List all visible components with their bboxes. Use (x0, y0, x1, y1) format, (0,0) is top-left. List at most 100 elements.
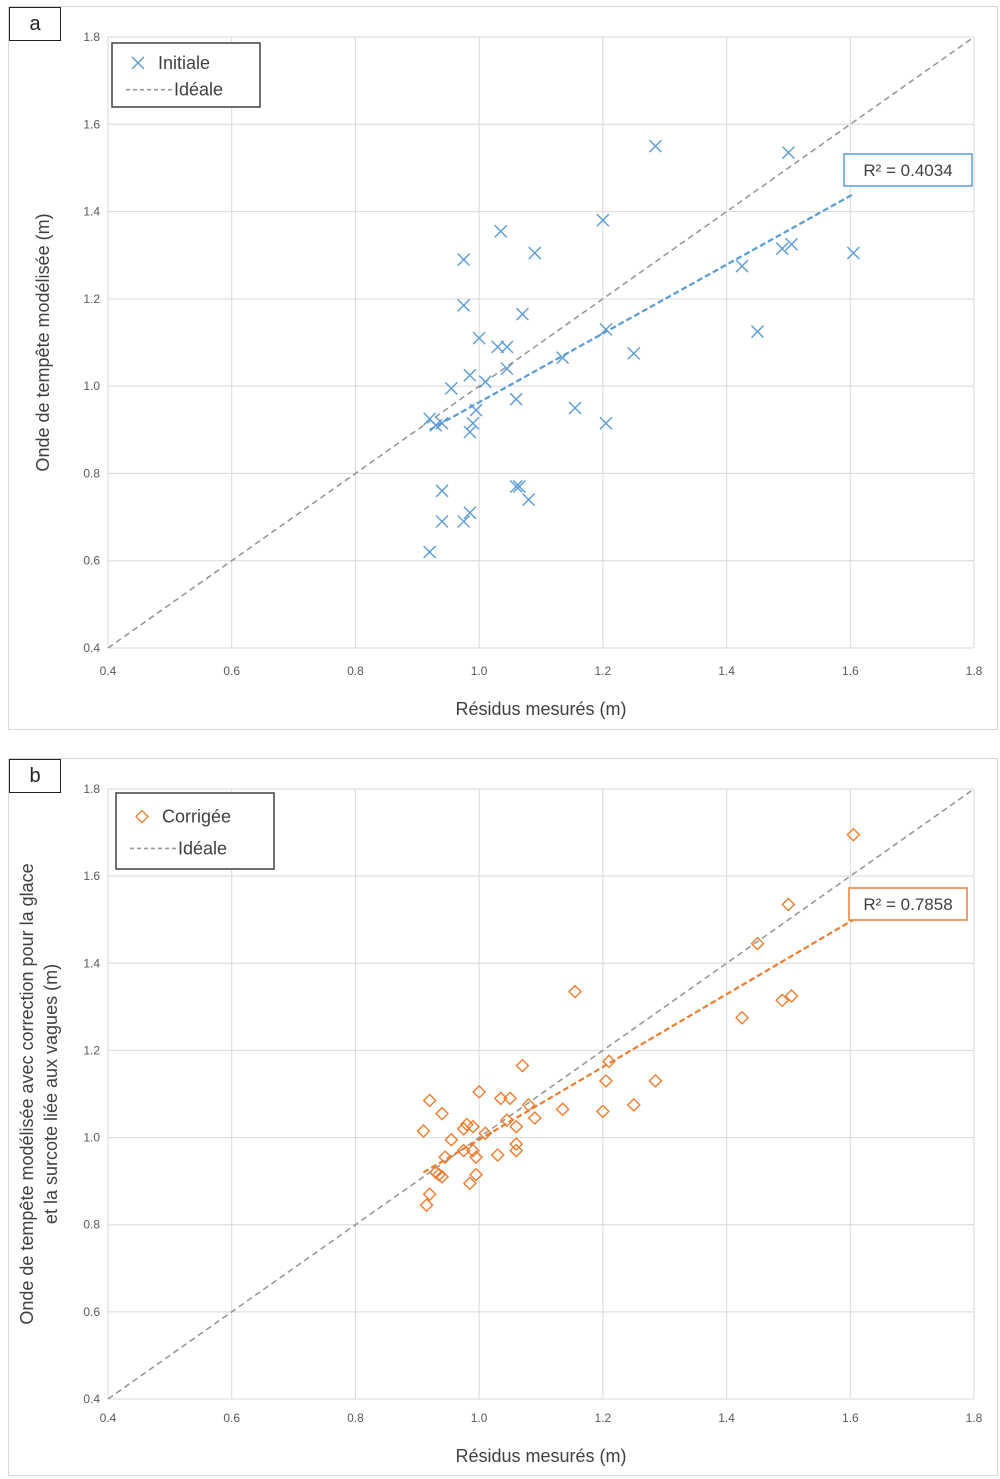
data-point (490, 1148, 505, 1162)
data-point (509, 1119, 524, 1134)
data-point (596, 213, 610, 227)
x-tick-label: 0.8 (347, 664, 364, 678)
data-point (602, 1054, 617, 1069)
data-point (466, 416, 480, 430)
data-point (750, 936, 765, 951)
legend-box (111, 42, 261, 108)
data-point (465, 1143, 480, 1158)
ideal-line (107, 36, 975, 649)
data-point (598, 1073, 613, 1088)
y-axis-label: et la surcote liée aux vagues (m) (41, 964, 61, 1224)
data-point (463, 368, 477, 382)
data-point (568, 984, 583, 999)
scatter-chart-a: 0.40.4 0.6 0.6 0.8 0.8 1.0 1.0 1.2 1.2 1.4 1.4 1.6 1… (33, 30, 983, 719)
data-point (463, 506, 477, 520)
data-point (735, 1010, 750, 1025)
data-point (472, 1084, 487, 1099)
data-point (751, 325, 764, 339)
scatter-chart-b: 0.40.4 0.6 0.6 0.8 0.8 1.0 1.0 1.2 1.2 1.4 1.4 1.6 1… (17, 782, 983, 1466)
data-point (435, 484, 449, 498)
data-point (515, 307, 529, 321)
chart-panel-a: a 0.4 0.4 0.6 0.6 0.8 0.8 1.0 1.0 1.2 1.2 1.4 1.4 1.… (8, 6, 998, 730)
y-tick-label: 1.6 (83, 869, 100, 883)
x-tick-label: 1.8 (966, 664, 983, 678)
data-point (599, 322, 613, 336)
x-tick-label: 1.2 (595, 1411, 612, 1425)
legend-label: Corrigée (162, 807, 231, 827)
data-point (444, 381, 458, 395)
data-point (515, 1058, 530, 1073)
y-tick-label: 1.2 (83, 1043, 100, 1057)
legend-label: Idéale (174, 80, 223, 100)
data-point (469, 1167, 484, 1182)
data-point (599, 416, 613, 430)
data-point (846, 827, 861, 842)
data-point (509, 480, 523, 494)
data-point (472, 331, 486, 345)
data-point (775, 242, 789, 256)
data-point (457, 514, 471, 528)
y-tick-label: 0.4 (83, 1392, 100, 1406)
data-point (478, 1126, 493, 1141)
panel-label-a: a (9, 7, 61, 41)
data-point (462, 1176, 477, 1191)
data-point (463, 425, 477, 439)
data-point (784, 988, 799, 1003)
legend-b: Corrigée Idéale (115, 792, 275, 870)
y-axis-label: Onde de tempête modélisée avec correctio… (17, 863, 37, 1324)
panel-label-b: b (9, 759, 61, 793)
chart-panel-b: b 0.4 0.4 0.6 0.6 0.8 0.8 1.0 1.0 1.2 1.2 1.4 1.4 1.… (8, 758, 998, 1476)
r2-box (843, 153, 973, 187)
y-tick-label: 1.8 (83, 30, 100, 44)
data-point (494, 224, 508, 238)
y-tick-label: 0.4 (83, 641, 100, 655)
data-point (493, 1091, 508, 1106)
x-tick-label: 0.4 (100, 1411, 117, 1425)
data-point (500, 340, 514, 354)
data-point (422, 1187, 437, 1202)
data-point (509, 1143, 524, 1158)
x-tick-label: 0.4 (100, 664, 117, 678)
data-point (735, 259, 749, 273)
r2-box (848, 887, 968, 921)
data-point (457, 253, 471, 267)
data-point (785, 237, 799, 251)
data-point (456, 1143, 471, 1158)
data-point (781, 897, 796, 912)
x-tick-label: 1.8 (966, 1411, 983, 1425)
data-point (469, 1150, 484, 1165)
x-tick-label: 1.0 (471, 664, 488, 678)
trendline (429, 193, 854, 431)
x-tick-label: 1.6 (842, 664, 859, 678)
x-tick-label: 0.8 (347, 1411, 364, 1425)
data-point (435, 1106, 450, 1121)
data-point (444, 1132, 459, 1147)
y-tick-label: 1.2 (83, 292, 100, 306)
data-point (527, 1110, 542, 1125)
y-tick-label: 1.0 (83, 1131, 100, 1145)
data-point (422, 1093, 437, 1108)
data-point (509, 392, 523, 406)
data-point (528, 246, 542, 260)
x-tick-label: 1.2 (595, 664, 612, 678)
data-point (509, 1137, 524, 1152)
x-axis-label: Résidus mesurés (m) (455, 699, 626, 719)
legend-a: Initiale Idéale (111, 42, 261, 108)
grid-a (107, 36, 975, 649)
data-point (512, 480, 526, 494)
x-tick-label: 1.4 (718, 1411, 735, 1425)
data-point (435, 1169, 450, 1184)
data-point (556, 351, 570, 365)
data-point (491, 340, 505, 354)
data-point (627, 346, 641, 360)
r2-annotation: R² = 0.7858 (848, 887, 968, 921)
y-tick-label: 1.0 (83, 379, 100, 393)
data-point (457, 298, 471, 312)
x-tick-label: 0.6 (223, 664, 240, 678)
x-tick-label: 1.0 (471, 1411, 488, 1425)
r2-label: R² = 0.4034 (863, 161, 952, 180)
trendline (422, 918, 854, 1174)
y-tick-label: 0.8 (83, 466, 100, 480)
data-point (626, 1097, 641, 1112)
data-point (781, 146, 795, 160)
